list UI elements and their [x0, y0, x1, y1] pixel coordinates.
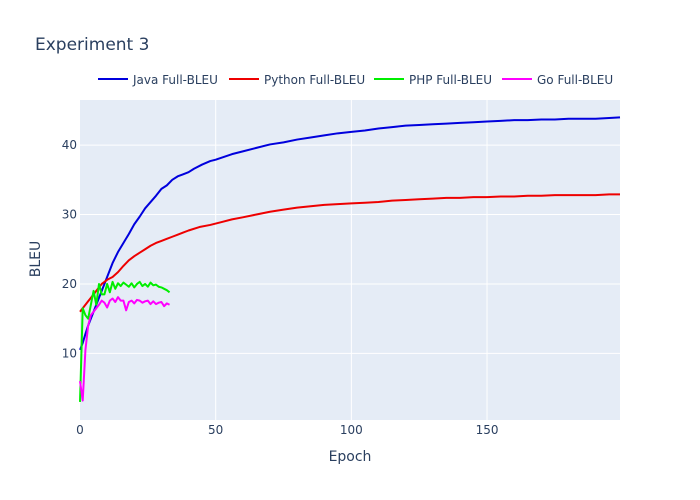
y-axis-ticks: 10 20 30 40 — [62, 138, 77, 360]
x-tick-label: 50 — [208, 423, 223, 437]
y-tick-label: 40 — [62, 138, 77, 152]
legend-item: Go Full-BLEU — [502, 73, 613, 87]
y-tick-label: 10 — [62, 346, 77, 360]
legend-label: Python Full-BLEU — [264, 73, 365, 87]
series-line — [79, 280, 171, 402]
gridlines — [80, 100, 620, 420]
x-axis-title: Epoch — [329, 449, 372, 465]
x-tick-label: 0 — [76, 423, 84, 437]
y-tick-label: 30 — [62, 208, 77, 222]
y-tick-label: 20 — [62, 277, 77, 291]
legend-item: Python Full-BLEU — [229, 73, 365, 87]
legend-label: Java Full-BLEU — [132, 73, 218, 87]
series-line — [79, 296, 171, 402]
x-axis-ticks: 0 50 100 150 — [76, 423, 498, 437]
series-lines — [79, 116, 621, 402]
series-line — [79, 116, 621, 351]
legend: Java Full-BLEU Python Full-BLEU PHP Full-B… — [98, 73, 613, 87]
series-line — [79, 193, 620, 313]
plot-background — [80, 100, 620, 420]
legend-label: PHP Full-BLEU — [409, 73, 492, 87]
y-axis-title: BLEU — [28, 241, 44, 278]
chart-title: Experiment 3 — [35, 35, 149, 55]
x-tick-label: 100 — [340, 423, 363, 437]
x-tick-label: 150 — [476, 423, 499, 437]
legend-item: Java Full-BLEU — [98, 73, 218, 87]
legend-label: Go Full-BLEU — [537, 73, 613, 87]
legend-item: PHP Full-BLEU — [374, 73, 492, 87]
